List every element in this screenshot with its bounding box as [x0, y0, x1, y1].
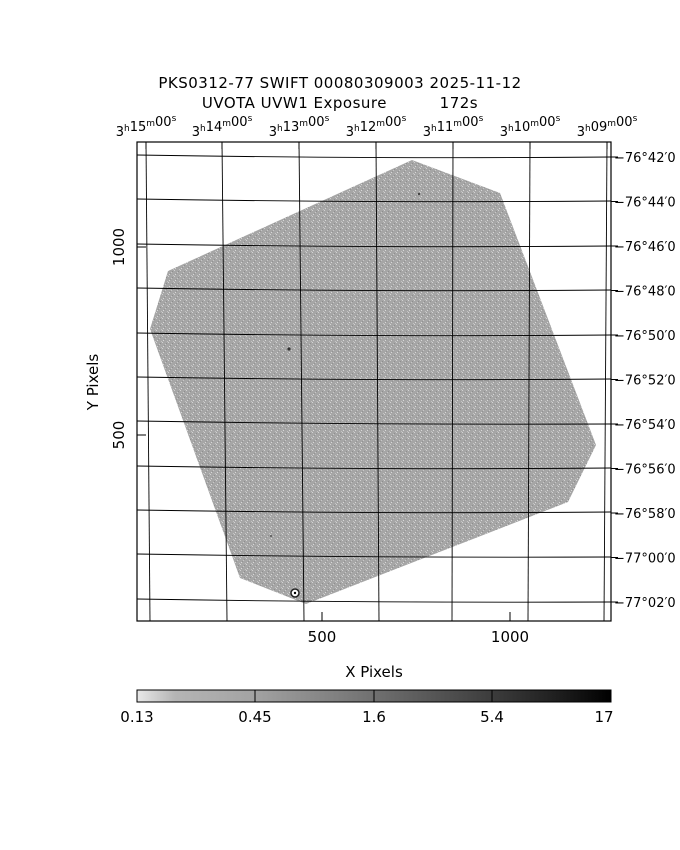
source-marker	[417, 192, 421, 196]
colorbar-tick-label: 1.6	[362, 708, 386, 726]
x-axis-label: X Pixels	[345, 663, 403, 681]
colorbar-ticks	[254, 690, 493, 702]
pixel-tick-marks	[137, 246, 511, 621]
dec-tick-label: −76°56′0	[614, 463, 676, 478]
x-tick-label: 1000	[491, 628, 529, 646]
y-tick-label: 500	[110, 421, 128, 450]
y-axis-label: Y Pixels	[84, 354, 102, 412]
dec-grid-lines	[137, 154, 611, 603]
dec-labels: −76°42′0 −76°44′0 −76°46′0 −76°48′0 −76°50′0…	[611, 151, 676, 611]
ra-tick-label: 3h15m00s	[116, 114, 177, 140]
source-marker	[287, 347, 291, 351]
dec-tick-label: −76°42′0	[614, 151, 676, 166]
dec-tick-label: −76°48′0	[614, 285, 676, 300]
colorbar-tick-label: 5.4	[480, 708, 504, 726]
dec-tick-label: −77°02′0	[614, 596, 676, 611]
source-marker	[293, 591, 297, 595]
colorbar-tick-label: 0.13	[120, 708, 153, 726]
dec-tick-label: −76°44′0	[614, 196, 676, 211]
ra-tick-label: 3h11m00s	[423, 114, 484, 140]
colorbar-tick-label: 0.45	[238, 708, 271, 726]
ra-tick-label: 3h14m00s	[192, 114, 253, 140]
ra-tick-label: 3h10m00s	[500, 114, 561, 140]
plot-frame	[136, 141, 612, 622]
ra-tick-label: 3h13m00s	[269, 114, 330, 140]
dec-tick-label: −76°52′0	[614, 374, 676, 389]
image-subtitle: UVOTA UVW1 Exposure 172s	[201, 94, 479, 112]
source-marker	[270, 535, 272, 537]
dec-tick-label: −76°54′0	[614, 418, 676, 433]
dec-tick-label: −76°58′0	[614, 507, 676, 522]
dec-tick-label: −76°46′0	[614, 240, 676, 255]
y-tick-label: 1000	[110, 228, 128, 266]
x-tick-label: 500	[308, 628, 337, 646]
ra-labels: 3h15m00s 3h14m00s 3h13m00s 3h12m00s 3h11m00s…	[116, 114, 638, 149]
ra-grid-lines	[145, 142, 608, 621]
dec-tick-label: −76°50′0	[614, 329, 676, 344]
dec-tick-label: −77°00′0	[614, 552, 676, 567]
exposure-region	[150, 160, 596, 604]
colorbar-tick-label: 17	[594, 708, 613, 726]
image-title: PKS0312-77 SWIFT 00080309003 2025-11-12	[158, 74, 522, 92]
ra-tick-label: 3h09m00s	[577, 114, 638, 140]
ra-tick-label: 3h12m00s	[346, 114, 407, 140]
